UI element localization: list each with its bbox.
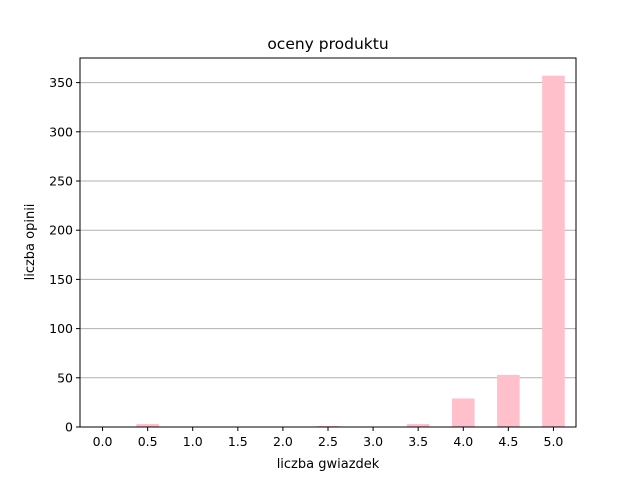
plot-frame: [79, 57, 577, 428]
x-tick-label: 2.0: [273, 434, 293, 449]
y-tick-label: 350: [49, 75, 73, 90]
x-tick-label: 0.5: [138, 434, 158, 449]
y-tick-label: 300: [49, 124, 73, 139]
x-tick-label: 4.0: [453, 434, 473, 449]
x-tick-label: 3.5: [408, 434, 428, 449]
x-tick-label: 1.5: [228, 434, 248, 449]
y-tick-label: 100: [49, 321, 73, 336]
y-tick-label: 50: [57, 370, 73, 385]
x-axis-ticks: 0.0 0.5 1.0 1.5 2.0 2.5 3.0 3.5 4.0 4.5 5.0: [93, 427, 564, 449]
x-tick-label: 5.0: [544, 434, 564, 449]
x-tick-label: 1.0: [183, 434, 203, 449]
grid-lines: [80, 82, 576, 379]
bar: [542, 75, 565, 427]
bar: [452, 398, 475, 427]
bar: [497, 374, 520, 427]
chart-title: oceny produktu: [267, 35, 388, 53]
y-axis-label: liczba opinii: [23, 204, 38, 281]
x-tick-label: 4.5: [498, 434, 518, 449]
x-tick-label: 2.5: [318, 434, 338, 449]
bar: [406, 424, 430, 427]
bar: [136, 424, 159, 427]
y-tick-label: 250: [49, 174, 73, 189]
y-tick-label: 200: [49, 223, 73, 238]
x-tick-label: 3.0: [363, 434, 383, 449]
y-axis-ticks: 0 50 100 150 200 250 300 350: [49, 75, 80, 435]
y-tick-label: 0: [65, 420, 73, 435]
x-axis-label: liczba gwiazdek: [277, 457, 380, 472]
x-tick-label: 0.0: [93, 434, 113, 449]
y-tick-label: 150: [49, 272, 73, 287]
bars: [136, 75, 565, 427]
